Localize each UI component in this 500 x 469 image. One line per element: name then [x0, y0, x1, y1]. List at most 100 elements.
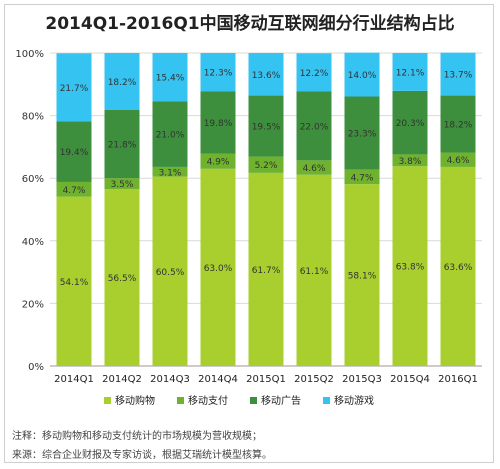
x-tick-label: 2015Q3 [342, 374, 382, 385]
data-label: 23.3% [348, 129, 377, 139]
data-label: 63.0% [204, 264, 233, 274]
data-label: 21.0% [156, 131, 185, 141]
bar-segment-games [392, 53, 428, 91]
chart-title: 2014Q1-2016Q1中国移动互联网细分行业结构占比 [45, 14, 455, 34]
chart-frame [4, 4, 494, 463]
bar-segment-ads [344, 96, 380, 170]
data-label: 18.2% [444, 121, 473, 131]
x-tick-label: 2014Q4 [198, 374, 238, 385]
bar-segment-payment [200, 153, 236, 169]
data-label: 18.2% [108, 78, 137, 88]
y-tick-label: 100% [15, 49, 44, 60]
x-tick-label: 2014Q1 [54, 374, 94, 385]
data-label: 60.5% [156, 268, 185, 278]
bar-segment-payment [248, 156, 284, 173]
bar-segment-payment [344, 169, 380, 185]
bar-segment-ads [152, 101, 188, 167]
bar-segment-games [248, 53, 284, 96]
data-label: 56.5% [108, 274, 137, 284]
x-tick-label: 2014Q2 [102, 374, 142, 385]
data-label: 19.4% [60, 148, 89, 158]
data-label: 19.8% [204, 119, 233, 129]
legend-label-shopping: 移动购物 [115, 394, 155, 407]
bar-segment-games [344, 52, 380, 97]
data-label: 3.1% [159, 168, 182, 178]
data-label: 14.0% [348, 71, 377, 81]
data-label: 13.7% [444, 71, 473, 81]
bar-segment-games [152, 53, 188, 102]
data-label: 15.4% [156, 74, 185, 84]
data-label: 4.6% [447, 156, 470, 166]
x-tick-label: 2015Q1 [246, 374, 286, 385]
data-label: 21.7% [60, 84, 89, 94]
legend-swatch-ads [250, 397, 257, 404]
legend-swatch-payment [177, 397, 184, 404]
data-label: 4.9% [207, 158, 230, 168]
data-label: 54.1% [60, 278, 89, 288]
bar-segment-ads [200, 91, 236, 154]
bar-segment-ads [104, 109, 140, 179]
bar-segment-payment [440, 152, 476, 167]
y-tick-label: 40% [22, 237, 44, 248]
bar-segment-games [440, 52, 476, 96]
data-label: 12.1% [396, 68, 425, 78]
bar-segment-shopping [248, 172, 284, 366]
legend-swatch-shopping [104, 397, 111, 404]
legend-label-ads: 移动广告 [261, 394, 301, 407]
data-label: 5.2% [255, 161, 278, 171]
data-label: 3.5% [111, 180, 134, 190]
bar-segment-ads [392, 90, 428, 155]
bar-segment-payment [392, 154, 428, 167]
bar-segment-games [104, 53, 140, 110]
data-label: 20.3% [396, 119, 425, 129]
bar-segment-payment [296, 160, 332, 175]
data-label: 61.1% [300, 267, 329, 277]
y-tick-label: 60% [22, 174, 44, 185]
x-tick-label: 2015Q4 [390, 374, 430, 385]
data-label: 19.5% [252, 123, 281, 133]
data-label: 4.7% [63, 186, 86, 196]
x-tick-label: 2016Q1 [438, 374, 478, 385]
footnote-note: 注释：移动购物和移动支付统计的市场规模为营收规模； [12, 431, 262, 442]
bar-segment-ads [56, 121, 92, 182]
bar-segment-shopping [56, 196, 92, 366]
legend-label-games: 移动游戏 [334, 394, 374, 407]
legend-swatch-games [323, 397, 330, 404]
data-label: 4.7% [351, 173, 374, 183]
data-label: 12.2% [300, 69, 329, 79]
data-label: 22.0% [300, 122, 329, 132]
bar-segment-payment [104, 178, 140, 190]
y-tick-label: 20% [22, 299, 44, 310]
bar-segment-ads [440, 95, 476, 153]
bar-segment-games [56, 53, 92, 122]
y-tick-label: 80% [22, 112, 44, 123]
data-label: 58.1% [348, 272, 377, 282]
data-label: 4.6% [303, 164, 326, 174]
bar-segment-shopping [392, 166, 428, 366]
bar-segment-games [296, 53, 332, 92]
bar-segment-ads [248, 95, 284, 157]
bar-segment-payment [152, 166, 188, 177]
bar-segment-games [200, 53, 236, 92]
legend-label-payment: 移动支付 [188, 394, 228, 407]
x-tick-label: 2014Q3 [150, 374, 190, 385]
bar-segment-shopping [200, 168, 236, 366]
bar-segment-shopping [344, 184, 380, 366]
bar-segment-shopping [440, 166, 476, 366]
bar-segment-shopping [104, 189, 140, 366]
bar-segment-shopping [296, 174, 332, 366]
data-label: 12.3% [204, 69, 233, 79]
footnote-source: 来源：综合企业财报及专家访谈，根据艾瑞统计模型核算。 [12, 450, 272, 461]
data-label: 63.8% [396, 263, 425, 273]
y-tick-label: 0% [28, 362, 44, 373]
bar-segment-ads [296, 91, 332, 161]
data-label: 63.6% [444, 263, 473, 273]
bar-segment-payment [56, 181, 92, 197]
data-label: 61.7% [252, 266, 281, 276]
data-label: 21.8% [108, 141, 137, 151]
data-label: 13.6% [252, 71, 281, 81]
bar-segment-shopping [152, 176, 188, 366]
data-label: 3.8% [399, 157, 422, 167]
x-tick-label: 2015Q2 [294, 374, 334, 385]
